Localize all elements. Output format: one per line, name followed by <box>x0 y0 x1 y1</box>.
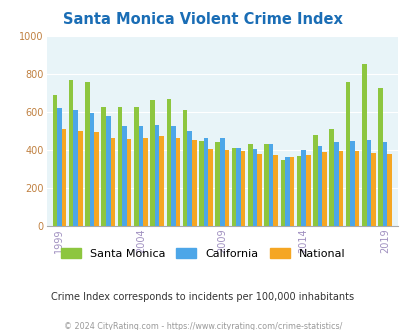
Bar <box>370 153 375 226</box>
Bar <box>280 160 284 226</box>
Bar <box>354 151 358 226</box>
Bar <box>252 149 256 226</box>
Bar <box>106 116 110 226</box>
Bar <box>138 126 143 226</box>
Bar <box>305 155 310 226</box>
Bar <box>171 126 175 226</box>
Bar <box>350 141 354 226</box>
Bar <box>317 147 322 226</box>
Bar <box>150 100 154 226</box>
Bar <box>345 82 350 226</box>
Text: © 2024 CityRating.com - https://www.cityrating.com/crime-statistics/: © 2024 CityRating.com - https://www.city… <box>64 322 341 330</box>
Bar <box>166 99 171 226</box>
Bar <box>73 110 78 226</box>
Bar <box>175 138 180 226</box>
Bar <box>78 131 82 226</box>
Bar <box>192 140 196 226</box>
Bar <box>236 148 240 226</box>
Bar <box>203 138 208 226</box>
Bar <box>328 129 333 226</box>
Bar <box>377 88 382 226</box>
Bar <box>240 151 245 226</box>
Bar <box>101 107 106 226</box>
Bar <box>143 138 147 226</box>
Bar <box>94 132 98 226</box>
Bar <box>284 157 289 226</box>
Bar <box>69 80 73 226</box>
Bar <box>382 142 386 226</box>
Bar <box>273 155 277 226</box>
Bar <box>62 129 66 226</box>
Bar <box>361 64 366 226</box>
Bar <box>126 139 131 226</box>
Bar <box>296 156 301 226</box>
Bar <box>268 145 273 226</box>
Bar <box>159 136 164 226</box>
Bar <box>289 157 294 226</box>
Bar <box>215 142 220 226</box>
Bar <box>264 144 268 226</box>
Bar <box>366 140 370 226</box>
Bar <box>224 150 228 226</box>
Bar <box>322 152 326 226</box>
Text: Crime Index corresponds to incidents per 100,000 inhabitants: Crime Index corresponds to incidents per… <box>51 292 354 302</box>
Bar <box>52 95 57 226</box>
Bar <box>57 108 62 226</box>
Bar <box>247 145 252 226</box>
Bar <box>154 124 159 226</box>
Bar <box>333 142 338 226</box>
Bar <box>117 107 122 226</box>
Bar <box>208 149 212 226</box>
Text: Santa Monica Violent Crime Index: Santa Monica Violent Crime Index <box>63 12 342 26</box>
Bar <box>187 131 192 226</box>
Bar <box>134 108 138 226</box>
Bar <box>220 138 224 226</box>
Bar <box>231 148 236 226</box>
Bar <box>90 113 94 226</box>
Bar <box>182 110 187 226</box>
Bar <box>110 138 115 226</box>
Bar <box>256 154 261 226</box>
Bar <box>386 154 391 226</box>
Bar <box>85 82 90 226</box>
Legend: Santa Monica, California, National: Santa Monica, California, National <box>56 244 349 263</box>
Bar <box>301 150 305 226</box>
Bar <box>338 151 342 226</box>
Bar <box>312 135 317 226</box>
Bar <box>199 141 203 226</box>
Bar <box>122 126 126 226</box>
